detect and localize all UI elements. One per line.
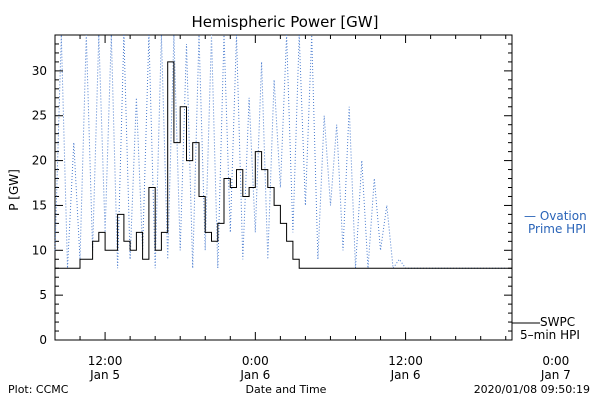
footer-plot-credit: Plot: CCMC [8, 383, 69, 396]
series-ovation-prime-hpi [54, 34, 506, 270]
legend-swpc-line1: SWPC [540, 315, 575, 329]
plot-frame [54, 34, 513, 341]
x-tick-label-date: Jan 6 [239, 368, 270, 382]
y-tick-label: 15 [32, 198, 47, 212]
x-tick-label-date: Jan 6 [390, 368, 421, 382]
y-tick-label: 5 [39, 288, 47, 302]
y-tick-label: 25 [32, 109, 47, 123]
y-tick-label: 30 [32, 64, 47, 78]
y-axis-label: P [GW] [7, 169, 21, 211]
legend-ovation-line1: — Ovation [524, 209, 587, 223]
y-tick-label: 20 [32, 154, 47, 168]
y-axis: 0 5 10 15 20 25 30 [32, 34, 512, 347]
legend-ovation-line2: Prime HPI [528, 222, 586, 236]
chart-title: Hemispheric Power [GW] [192, 13, 379, 31]
x-tick-label-time: 0:00 [242, 354, 269, 368]
footer-timestamp: 2020/01/08 09:50:19 [474, 383, 590, 396]
x-tick-label-date: Jan 7 [540, 368, 571, 382]
y-tick-label: 0 [39, 333, 47, 347]
x-axis-label: Date and Time [246, 383, 327, 396]
y-tick-label: 10 [32, 243, 47, 257]
series-swpc-hpi [55, 61, 512, 269]
series-layer [54, 34, 512, 270]
x-tick-label-date: Jan 5 [89, 368, 120, 382]
x-tick-label-time: 12:00 [388, 354, 423, 368]
x-tick-label-time: 0:00 [542, 354, 569, 368]
x-tick-label-time: 12:00 [88, 354, 123, 368]
legend-swpc-line2: 5–min HPI [520, 328, 580, 342]
